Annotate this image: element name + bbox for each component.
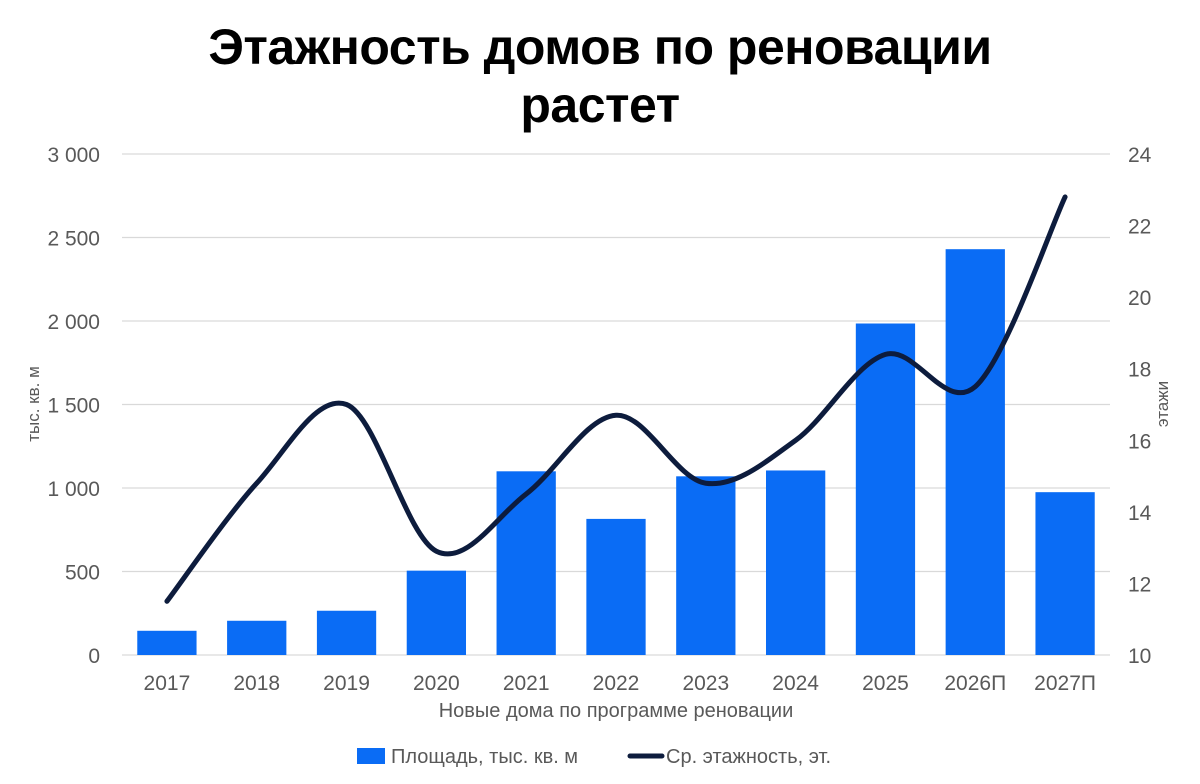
x-tick-label: 2020 bbox=[413, 672, 460, 695]
bar bbox=[1035, 492, 1095, 655]
y-axis-title: тыс. кв. м bbox=[24, 366, 43, 442]
y-tick-label: 500 bbox=[65, 562, 100, 585]
bar bbox=[406, 570, 467, 655]
y-tick-label: 3 000 bbox=[47, 144, 100, 167]
y2-tick-label: 10 bbox=[1128, 645, 1151, 668]
legend-swatch-bar bbox=[357, 748, 385, 764]
bar bbox=[316, 610, 377, 655]
y-tick-label: 1 500 bbox=[47, 395, 100, 418]
y-tick-label: 2 000 bbox=[47, 311, 100, 334]
bar bbox=[765, 470, 826, 655]
y2-tick-label: 18 bbox=[1128, 359, 1151, 382]
bar bbox=[676, 476, 736, 655]
y2-tick-label: 14 bbox=[1128, 502, 1152, 525]
y-tick-label: 0 bbox=[88, 645, 100, 668]
x-tick-label: 2018 bbox=[233, 672, 280, 695]
x-tick-label: 2022 bbox=[593, 672, 640, 695]
x-tick-label: 2023 bbox=[682, 672, 729, 695]
y2-tick-label: 22 bbox=[1128, 216, 1151, 239]
chart-title-line-2: растет bbox=[520, 77, 680, 133]
bar bbox=[227, 620, 287, 655]
x-tick-label: 2017 bbox=[144, 672, 191, 695]
y2-tick-label: 20 bbox=[1128, 287, 1151, 310]
chart-title: Этажность домов по реновации растет bbox=[0, 18, 1200, 134]
x-tick-label: 2025 bbox=[862, 672, 909, 695]
y2-tick-label: 12 bbox=[1128, 573, 1151, 596]
y-tick-label: 1 000 bbox=[47, 478, 100, 501]
x-tick-label: 2019 bbox=[323, 672, 370, 695]
legend-label-line: Ср. этажность, эт. bbox=[666, 746, 831, 768]
bar bbox=[586, 518, 646, 655]
x-tick-label: 2026П bbox=[944, 672, 1006, 695]
bar bbox=[945, 249, 1005, 655]
x-tick-label: 2024 bbox=[772, 672, 819, 695]
y-tick-label: 2 500 bbox=[47, 228, 100, 251]
legend-label-bar: Площадь, тыс. кв. м bbox=[391, 746, 578, 768]
bar bbox=[496, 471, 556, 655]
bar bbox=[137, 630, 197, 655]
y2-axis-title: этажи bbox=[1153, 381, 1172, 427]
x-axis-title: Новые дома по программе реновации bbox=[439, 700, 794, 722]
x-tick-label: 2027П bbox=[1034, 672, 1096, 695]
x-tick-label: 2021 bbox=[503, 672, 550, 695]
y2-tick-label: 24 bbox=[1128, 144, 1152, 167]
y2-tick-label: 16 bbox=[1128, 430, 1151, 453]
bar bbox=[855, 323, 916, 655]
chart-title-line-1: Этажность домов по реновации bbox=[208, 19, 992, 75]
